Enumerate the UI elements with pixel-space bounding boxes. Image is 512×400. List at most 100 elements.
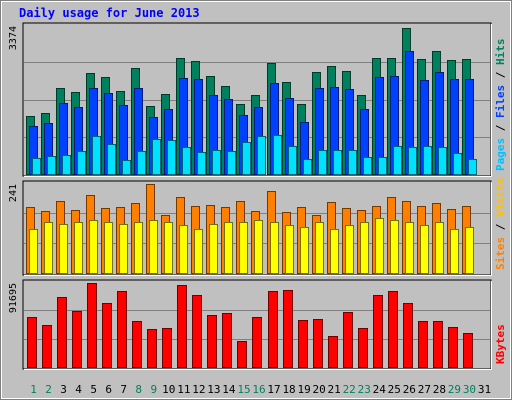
visits-sites-bar-sites-day-21: [330, 229, 339, 274]
day-label-3: 3: [60, 383, 67, 396]
day-label-19: 19: [297, 383, 310, 396]
hits-files-pages-legend-part-1: /: [494, 118, 507, 138]
day-label-30: 30: [463, 383, 476, 396]
day-label-11: 11: [177, 383, 190, 396]
visits-sites-axis-legend: Sites / Visits: [494, 177, 507, 270]
day-label-18: 18: [282, 383, 295, 396]
day-label-24: 24: [373, 383, 387, 396]
kbytes-bar-kbytes-day-1: [27, 317, 37, 368]
kbytes-bar-kbytes-day-3: [57, 297, 67, 368]
day-label-27: 27: [418, 383, 431, 396]
visits-sites-bar-sites-day-24: [375, 218, 384, 274]
day-label-25: 25: [388, 383, 401, 396]
visits-sites-bar-sites-day-20: [315, 222, 324, 274]
hits-files-pages-bar-pages-day-26: [408, 147, 417, 175]
kbytes-bar-kbytes-day-18: [283, 290, 293, 368]
hits-files-pages-bar-pages-day-4: [77, 151, 86, 175]
kbytes-bar-kbytes-day-27: [418, 321, 428, 368]
hits-files-pages-legend-part-2: Files: [494, 85, 507, 118]
visits-sites-bar-sites-day-19: [300, 227, 309, 274]
day-label-26: 26: [403, 383, 416, 396]
visits-sites-bar-sites-day-4: [74, 222, 83, 274]
hits-files-pages-bar-pages-day-24: [378, 157, 387, 175]
hits-files-pages-bar-pages-day-27: [423, 146, 432, 175]
hits-files-pages-bar-pages-day-22: [348, 150, 357, 175]
kbytes-bar-kbytes-day-14: [222, 313, 232, 368]
kbytes-bar-kbytes-day-11: [177, 285, 187, 368]
hits-files-pages-bar-pages-day-30: [468, 159, 477, 175]
kbytes-bar-kbytes-day-30: [463, 333, 473, 368]
visits-sites-legend-part-2: Visits: [494, 177, 507, 217]
hits-files-pages-legend-part-0: Pages: [494, 138, 507, 171]
day-label-31: 31: [478, 383, 491, 396]
visits-sites-bar-sites-day-16: [254, 220, 263, 274]
visits-sites-bar-sites-day-12: [194, 229, 203, 274]
hits-files-pages-axis-legend: Pages / Files / Hits: [494, 39, 507, 172]
kbytes-bar-kbytes-day-7: [117, 291, 127, 368]
kbytes-bar-kbytes-day-9: [147, 329, 157, 368]
kbytes-legend-part-0: KBytes: [494, 324, 507, 364]
kbytes-bar-kbytes-day-15: [237, 341, 247, 368]
visits-sites-bar-sites-day-8: [134, 222, 143, 274]
hits-files-pages-bar-pages-day-10: [167, 140, 176, 175]
day-label-8: 8: [135, 383, 142, 396]
hits-files-pages-bar-pages-day-17: [273, 135, 282, 175]
day-label-16: 16: [252, 383, 265, 396]
visits-sites-max-label: 241: [8, 184, 19, 202]
kbytes-bar-kbytes-day-10: [162, 328, 172, 368]
hits-files-pages-bar-pages-day-12: [197, 152, 206, 175]
visits-sites-bar-sites-day-10: [164, 222, 173, 274]
hits-files-pages-bar-pages-day-11: [182, 147, 191, 175]
day-label-4: 4: [75, 383, 82, 396]
day-label-2: 2: [45, 383, 52, 396]
page-title: Daily usage for June 2013: [19, 6, 200, 20]
kbytes-bar-kbytes-day-2: [42, 325, 52, 368]
day-label-29: 29: [448, 383, 461, 396]
hits-files-pages-bar-pages-day-18: [288, 146, 297, 175]
hits-files-pages-bar-pages-day-5: [92, 136, 101, 175]
visits-sites-bar-sites-day-23: [360, 222, 369, 274]
visits-sites-bar-sites-day-5: [89, 220, 98, 274]
hits-files-pages-max-label: 3374: [8, 26, 19, 50]
hits-files-pages-bar-pages-day-7: [122, 160, 131, 175]
kbytes-bar-kbytes-day-21: [328, 336, 338, 368]
kbytes-bar-kbytes-day-25: [388, 291, 398, 368]
kbytes-bar-kbytes-day-29: [448, 327, 458, 368]
hits-files-pages-bar-pages-day-28: [438, 147, 447, 175]
hits-files-pages-legend-part-4: Hits: [494, 39, 507, 66]
hits-files-pages-bar-pages-day-23: [363, 157, 372, 175]
visits-sites-bar-sites-day-17: [270, 222, 279, 274]
kbytes-bar-kbytes-day-4: [72, 311, 82, 368]
visits-sites-bar-sites-day-15: [239, 222, 248, 274]
visits-sites-bar-sites-day-14: [224, 222, 233, 274]
day-label-12: 12: [192, 383, 205, 396]
day-label-9: 9: [150, 383, 157, 396]
hits-files-pages-bar-pages-day-15: [242, 142, 251, 175]
kbytes-bar-kbytes-day-23: [358, 328, 368, 368]
day-label-20: 20: [313, 383, 326, 396]
visits-sites-bar-sites-day-1: [29, 229, 38, 274]
visits-sites-legend-part-1: /: [494, 217, 507, 237]
visits-sites-bar-sites-day-29: [450, 229, 459, 274]
day-label-28: 28: [433, 383, 446, 396]
visits-sites-bar-sites-day-9: [149, 220, 158, 274]
hits-files-pages-bar-pages-day-13: [212, 150, 221, 175]
day-label-14: 14: [222, 383, 236, 396]
kbytes-bar-kbytes-day-8: [132, 321, 142, 368]
visits-sites-bar-sites-day-27: [420, 225, 429, 274]
day-label-1: 1: [30, 383, 37, 396]
kbytes-bar-kbytes-day-20: [313, 319, 323, 368]
visits-sites-bar-sites-day-7: [119, 224, 128, 274]
day-label-5: 5: [90, 383, 97, 396]
day-label-15: 15: [237, 383, 250, 396]
kbytes-bar-kbytes-day-5: [87, 283, 97, 368]
day-label-7: 7: [120, 383, 127, 396]
kbytes-bar-kbytes-day-16: [252, 317, 262, 368]
kbytes-bar-kbytes-day-24: [373, 295, 383, 368]
visits-sites-legend-part-0: Sites: [494, 237, 507, 270]
day-label-23: 23: [358, 383, 371, 396]
visits-sites-bar-sites-day-22: [345, 225, 354, 274]
day-label-17: 17: [267, 383, 280, 396]
